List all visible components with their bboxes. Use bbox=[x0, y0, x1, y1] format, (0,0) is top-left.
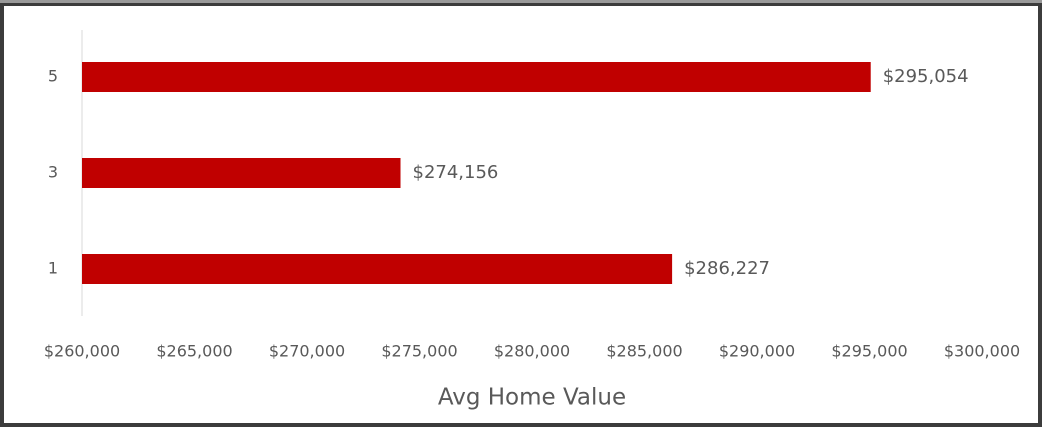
value-label: $286,227 bbox=[684, 258, 770, 279]
y-tick-label: 5 bbox=[48, 67, 58, 86]
bar bbox=[82, 158, 401, 188]
x-axis-label: Avg Home Value bbox=[438, 385, 626, 411]
y-tick-label: 3 bbox=[48, 163, 58, 182]
x-tick-label: $270,000 bbox=[269, 342, 345, 361]
x-tick-label: $275,000 bbox=[381, 342, 457, 361]
x-tick-label: $265,000 bbox=[156, 342, 232, 361]
bar bbox=[82, 254, 673, 284]
x-tick-label: $290,000 bbox=[719, 342, 795, 361]
x-tick-label: $280,000 bbox=[494, 342, 570, 361]
bar bbox=[82, 62, 871, 92]
x-tick-label: $260,000 bbox=[44, 342, 120, 361]
x-tick-label: $300,000 bbox=[944, 342, 1020, 361]
value-label: $274,156 bbox=[413, 162, 499, 183]
y-tick-label: 1 bbox=[48, 259, 58, 278]
value-label: $295,054 bbox=[883, 66, 969, 87]
x-tick-label: $295,000 bbox=[831, 342, 907, 361]
x-tick-label: $285,000 bbox=[606, 342, 682, 361]
top-strip bbox=[0, 0, 1042, 3]
